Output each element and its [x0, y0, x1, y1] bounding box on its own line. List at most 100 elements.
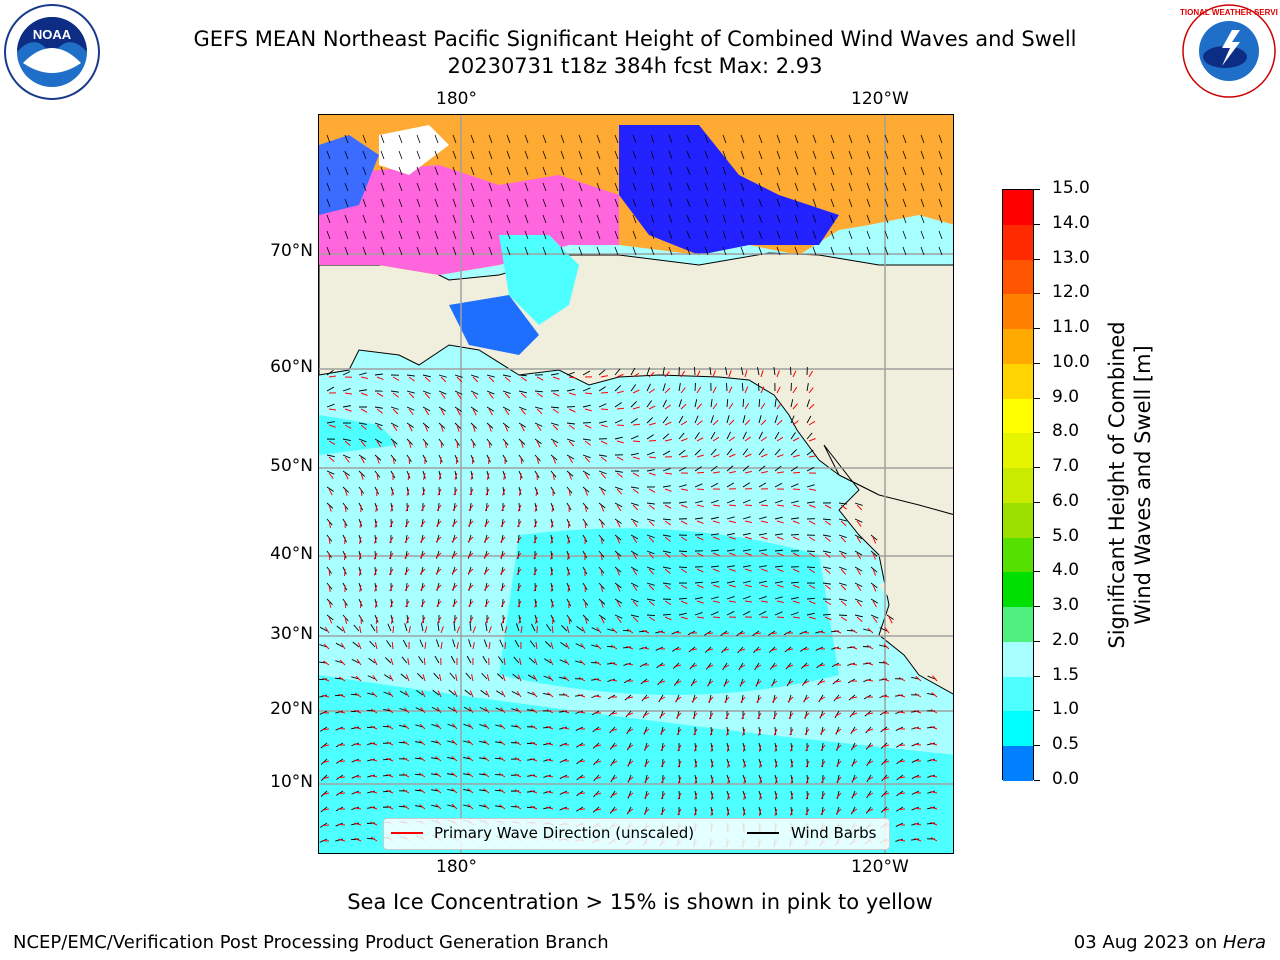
wind-barb — [374, 566, 377, 576]
wind-barb — [774, 482, 783, 488]
wave-direction-arrow — [483, 756, 490, 762]
wave-direction-arrow — [680, 600, 688, 605]
wave-direction-arrow — [467, 584, 474, 591]
wave-direction-arrow — [356, 658, 362, 666]
wind-legend-line — [747, 832, 779, 834]
wave-direction-arrow — [616, 504, 622, 512]
wave-direction-arrow — [359, 520, 362, 529]
wave-direction-arrow — [808, 455, 816, 458]
wind-barb — [518, 422, 526, 428]
colorbar-segment — [1003, 641, 1033, 678]
wave-direction-arrow — [486, 674, 490, 682]
wave-direction-arrow — [866, 760, 874, 765]
wind-barb — [678, 597, 688, 600]
wave-direction-arrow — [373, 568, 378, 576]
wave-direction-arrow — [696, 504, 704, 508]
wave-direction-arrow — [626, 628, 634, 634]
wind-barb — [830, 150, 835, 160]
wind-barb — [758, 382, 760, 392]
wave-direction-arrow — [584, 408, 592, 412]
wave-direction-arrow — [705, 632, 714, 635]
wave-direction-arrow — [776, 386, 781, 394]
wind-barb — [431, 706, 440, 712]
wave-direction-arrow — [354, 822, 362, 826]
wave-direction-arrow — [760, 402, 766, 410]
wind-barb — [486, 470, 490, 479]
wave-direction-arrow — [740, 696, 746, 703]
wave-direction-arrow — [406, 488, 410, 496]
wind-barb — [438, 406, 446, 412]
wave-direction-arrow — [744, 520, 752, 523]
wave-direction-arrow — [866, 679, 874, 682]
wave-direction-arrow — [516, 690, 522, 698]
wave-direction-arrow — [503, 472, 506, 480]
wind-barb — [630, 598, 639, 603]
wave-direction-arrow — [866, 728, 874, 732]
wave-direction-arrow — [552, 440, 558, 448]
wave-direction-arrow — [424, 641, 427, 650]
wind-barb — [630, 384, 637, 392]
wind-barb — [694, 500, 703, 504]
wind-barb — [774, 581, 783, 584]
wind-barb — [668, 182, 673, 192]
wind-barb — [452, 198, 457, 208]
wave-direction-arrow — [451, 803, 458, 810]
wind-barb — [742, 580, 751, 584]
wave-direction-arrow — [776, 419, 783, 426]
wind-barb — [710, 806, 713, 815]
wind-barb — [694, 742, 697, 751]
wave-direction-arrow — [770, 648, 778, 652]
wind-barb — [662, 518, 672, 521]
colorbar-segment — [1003, 433, 1033, 469]
wind-barb — [768, 646, 776, 653]
wave-direction-arrow — [726, 744, 730, 752]
chart-title: GEFS MEAN Northeast Pacific Significant … — [193, 27, 1077, 51]
wind-barb — [438, 374, 447, 378]
wave-direction-arrow — [567, 536, 570, 544]
wave-direction-arrow — [435, 739, 442, 746]
wind-barb — [380, 134, 385, 144]
wind-barb — [794, 230, 799, 240]
wave-direction-arrow — [760, 471, 768, 474]
wave-direction-arrow — [744, 370, 748, 378]
wave-direction-arrow — [851, 760, 858, 766]
wave-direction-arrow — [550, 584, 554, 592]
wave-direction-arrow — [744, 419, 751, 426]
wave-direction-arrow — [898, 694, 906, 698]
wave-direction-arrow — [610, 744, 618, 749]
wave-direction-arrow — [581, 626, 586, 634]
wave-direction-arrow — [322, 744, 330, 747]
wind-barb — [470, 182, 475, 192]
wind-barb — [770, 662, 776, 670]
wave-direction-arrow — [355, 675, 362, 682]
wave-direction-arrow — [467, 552, 474, 559]
wave-direction-arrow — [696, 471, 705, 474]
wave-direction-arrow — [712, 520, 720, 524]
wind-barb — [686, 198, 691, 208]
wave-direction-arrow — [680, 616, 688, 620]
gridlines — [319, 115, 953, 853]
wind-barb — [710, 790, 714, 799]
wave-direction-arrow — [776, 520, 784, 524]
wind-barb — [854, 582, 863, 587]
wind-barb — [838, 566, 847, 571]
colorbar-tick-label: 10.0 — [1052, 351, 1090, 372]
wave-direction-arrow — [535, 642, 538, 650]
colorbar-segment — [1003, 190, 1033, 226]
wave-direction-arrow — [520, 456, 523, 465]
wave-direction-arrow — [436, 504, 442, 512]
wave-direction-arrow — [404, 536, 410, 543]
wave-direction-arrow — [344, 472, 349, 480]
wave-direction-arrow — [792, 568, 800, 573]
wind-barb — [632, 166, 637, 176]
wave-direction-arrow — [594, 728, 602, 731]
wind-barb — [566, 470, 574, 477]
wind-barb — [578, 230, 583, 240]
wave-direction-arrow — [710, 744, 714, 752]
wind-barb — [506, 150, 511, 160]
wind-barb — [662, 790, 664, 800]
wave-direction-arrow — [328, 488, 333, 496]
wave-direction-arrow — [835, 728, 842, 734]
wave-direction-arrow — [648, 439, 657, 442]
wind-barb — [398, 134, 403, 144]
